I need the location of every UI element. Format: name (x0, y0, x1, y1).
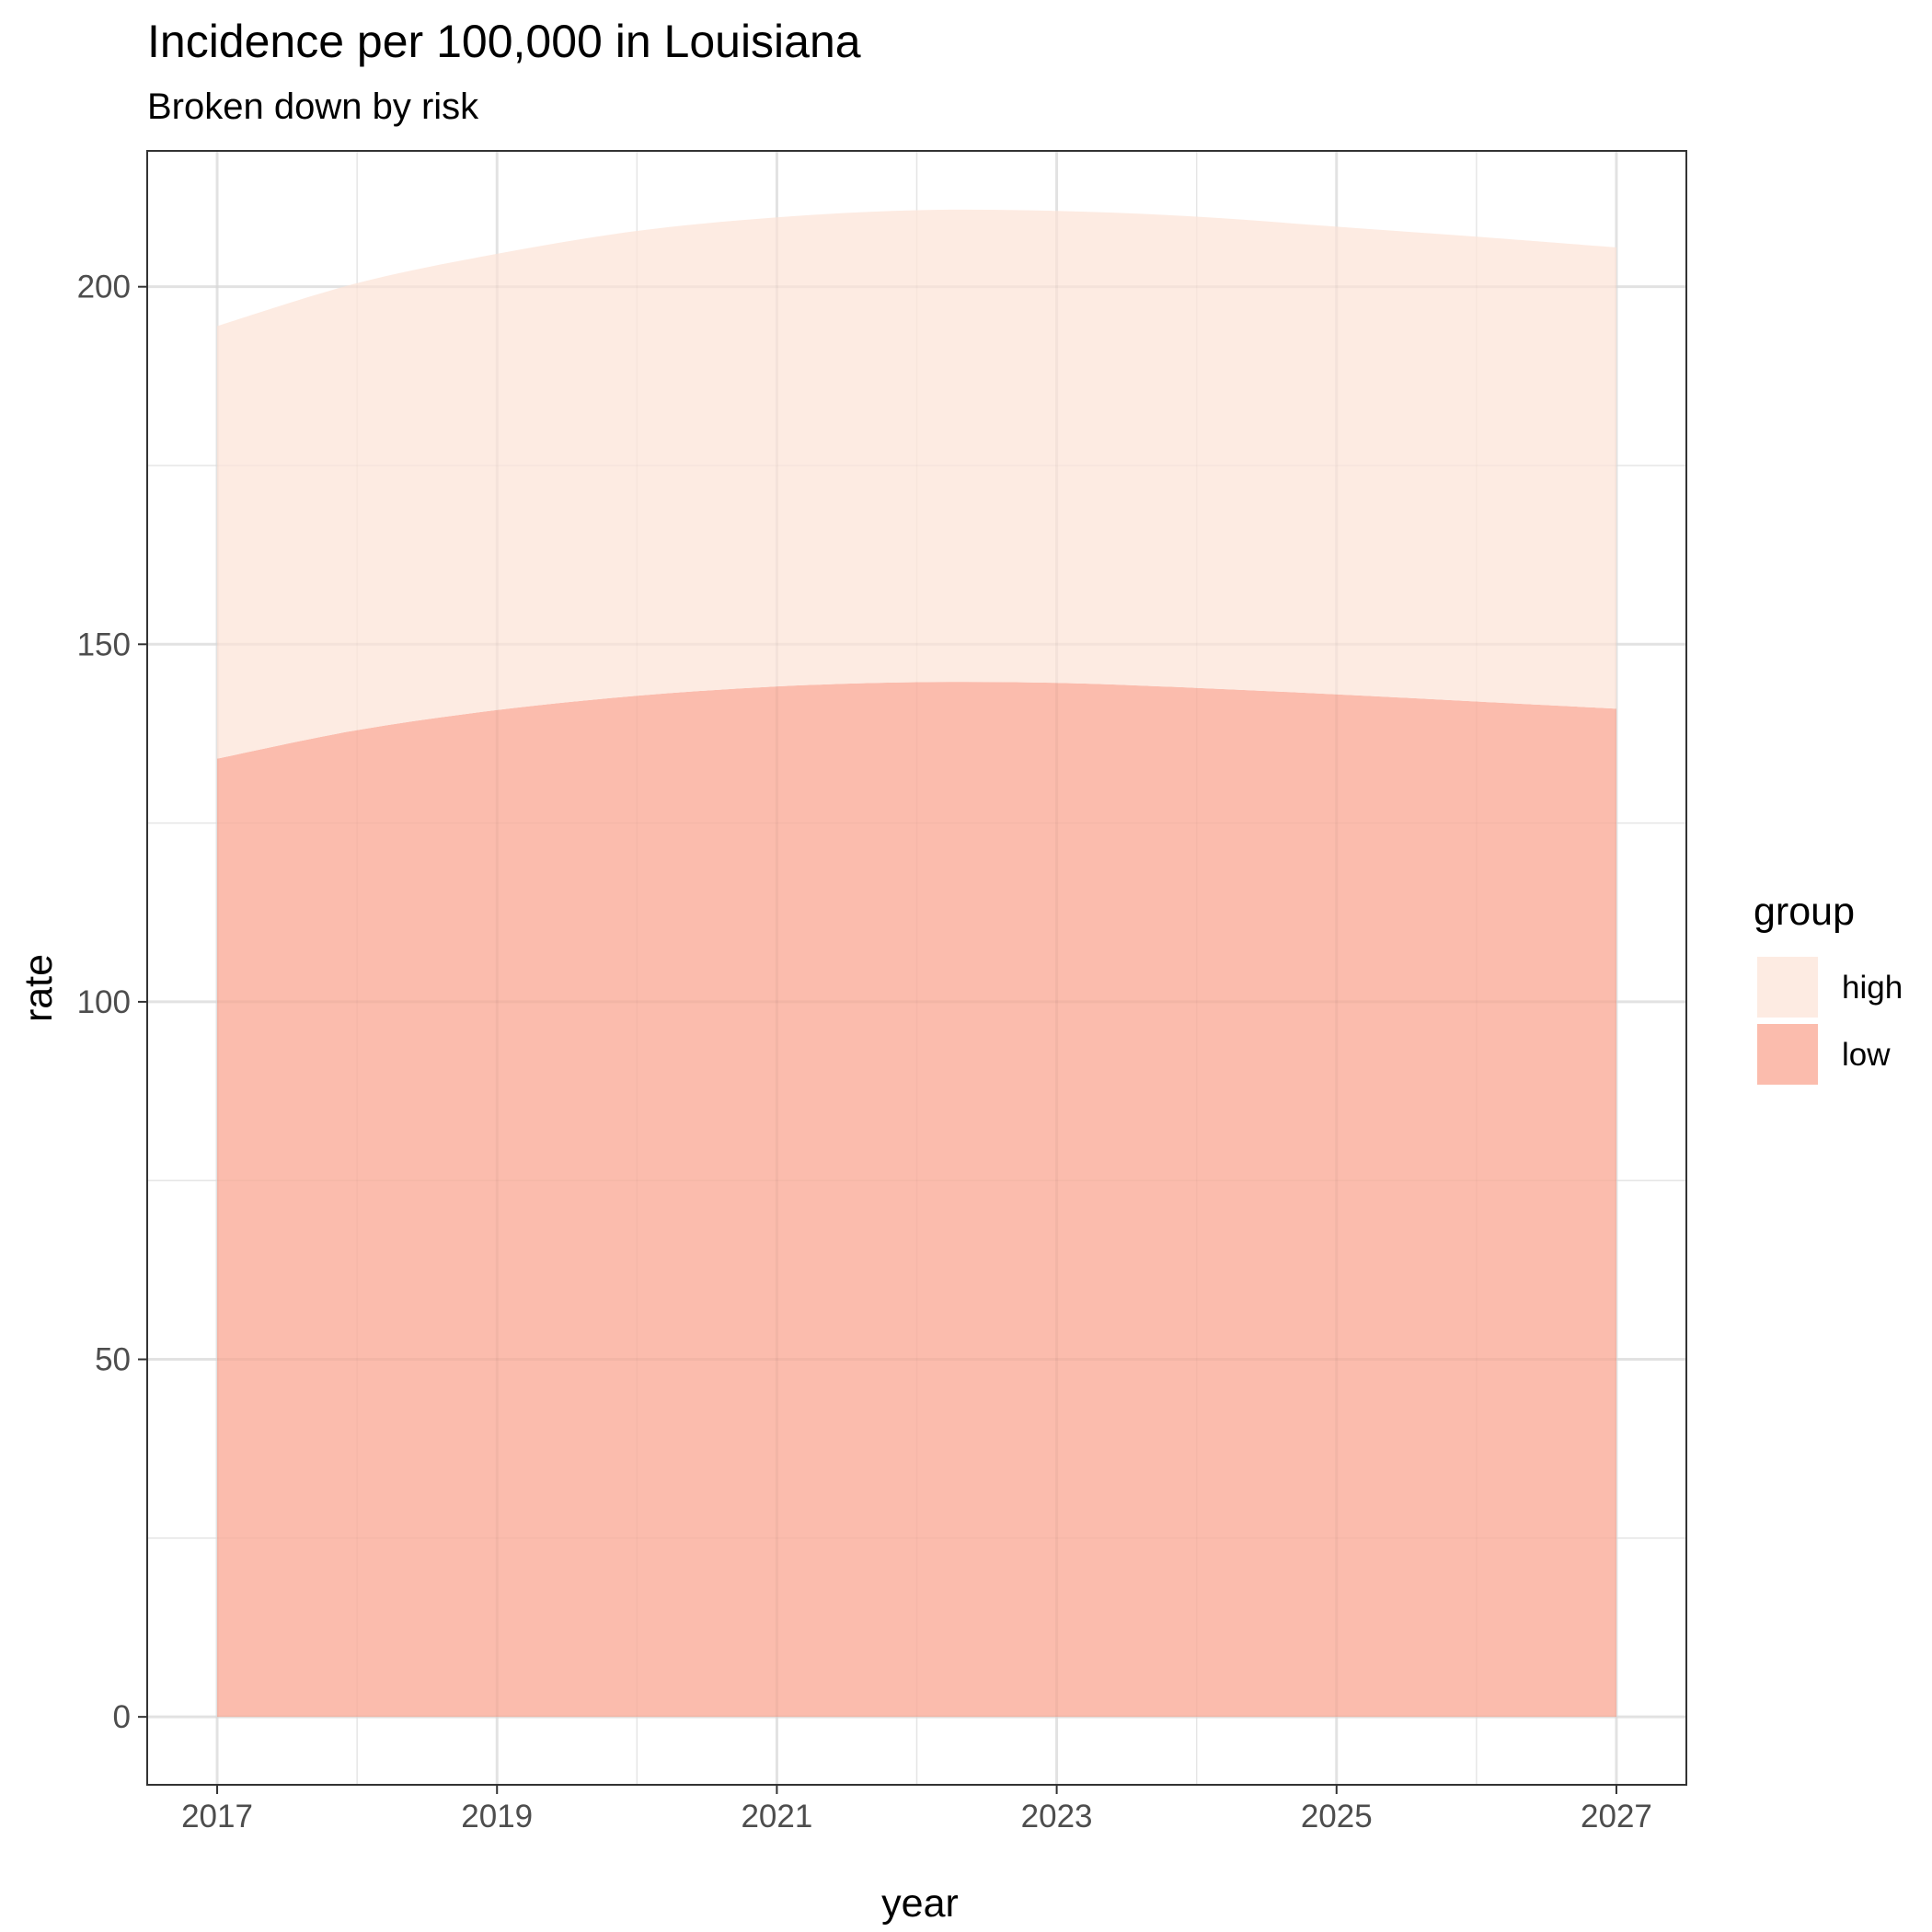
area-low (217, 682, 1616, 1718)
x-tick-label: 2027 (1581, 1799, 1652, 1834)
area-series (217, 209, 1616, 1718)
y-tick-label: 150 (77, 627, 131, 662)
x-tick-label: 2025 (1301, 1799, 1373, 1834)
legend-key-high (1757, 957, 1818, 1018)
legend-label-low: low (1842, 1037, 1891, 1073)
x-tick-label: 2023 (1021, 1799, 1093, 1834)
y-axis-title: rate (17, 954, 61, 1022)
x-axis-title: year (881, 1881, 959, 1926)
y-tick-label: 200 (77, 270, 131, 305)
panel-border (146, 150, 1687, 1786)
legend-title: group (1754, 890, 1855, 934)
chart-title: Incidence per 100,000 in Louisiana (147, 16, 861, 67)
y-tick-label: 100 (77, 984, 131, 1020)
y-tick-label: 50 (95, 1342, 131, 1378)
area-high (217, 209, 1616, 759)
x-axis-ticks: 2017 2019 2021 2023 2025 2027 (181, 1785, 1652, 1834)
x-tick-label: 2017 (181, 1799, 253, 1834)
y-tick-label: 0 (113, 1699, 131, 1735)
y-axis-ticks: 0 50 100 150 200 (77, 270, 147, 1735)
x-tick-label: 2019 (461, 1799, 533, 1834)
legend: group high low (1754, 890, 1903, 1085)
chart-subtitle: Broken down by risk (147, 86, 479, 127)
legend-items: high low (1757, 957, 1903, 1085)
legend-key-low (1757, 1024, 1818, 1085)
x-tick-label: 2021 (741, 1799, 812, 1834)
legend-label-high: high (1842, 970, 1903, 1006)
